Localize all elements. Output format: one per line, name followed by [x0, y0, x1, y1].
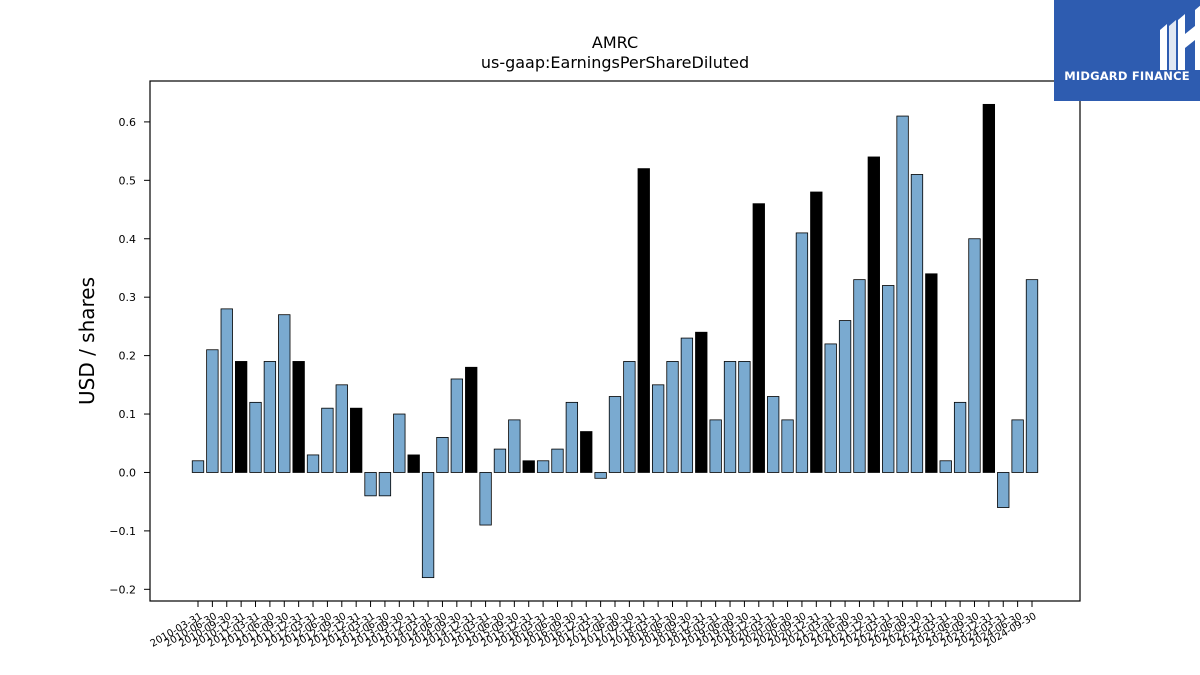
y-tick-label: 0.6	[119, 116, 137, 129]
y-tick-label: 0.4	[119, 233, 137, 246]
bar-2019-03-31	[709, 419, 722, 473]
bar-2019-06-30	[723, 361, 737, 473]
plot-frame	[149, 80, 1081, 602]
bar-2012-09-30	[335, 384, 348, 473]
y-tick-label: 0.3	[119, 291, 137, 304]
y-tick-label: 0.0	[119, 466, 137, 479]
logo-text: MIDGARD FINANCE	[1064, 69, 1190, 83]
bars-group	[191, 103, 1039, 579]
bar-2022-06-30	[896, 115, 909, 473]
bar-2021-12-31	[867, 156, 880, 473]
bar-2024-03-31	[997, 472, 1010, 508]
y-tick-label: 0.1	[119, 408, 137, 421]
bar-2011-12-31	[292, 361, 305, 473]
midgard-m-logo-icon	[1160, 5, 1200, 70]
bar-2013-06-30	[378, 472, 392, 497]
bar-2017-09-30	[623, 361, 636, 473]
bar-2013-09-30	[393, 413, 406, 473]
y-tick-label: 0.5	[119, 174, 137, 187]
bar-2023-06-30	[953, 401, 967, 473]
bar-2010-03-31	[191, 460, 205, 473]
y-tick-label: −0.1	[109, 525, 136, 538]
bar-2020-09-30	[795, 232, 809, 473]
bar-2022-12-31	[925, 273, 938, 473]
bar-2023-03-31	[939, 460, 952, 473]
bar-2019-09-30	[738, 361, 751, 473]
bar-2017-03-31	[594, 472, 607, 479]
bar-2023-12-31	[982, 103, 996, 473]
bar-2020-03-31	[767, 396, 780, 473]
bar-2011-06-30	[263, 361, 277, 473]
bar-2018-12-31	[695, 331, 708, 473]
bar-2016-03-31	[536, 460, 550, 473]
bar-2015-06-30	[493, 448, 507, 473]
bar-2017-12-31	[637, 168, 650, 473]
bar-2010-12-31	[234, 361, 248, 473]
y-tick-label: −0.2	[109, 583, 136, 596]
bar-2015-09-30	[508, 419, 521, 473]
bar-2014-03-31	[421, 472, 435, 579]
bar-2014-09-30	[450, 378, 463, 473]
bar-2024-06-30	[1011, 419, 1024, 473]
bar-2022-03-31	[882, 285, 895, 473]
bar-2019-12-31	[752, 203, 765, 473]
bar-2022-09-30	[910, 174, 924, 473]
bar-2020-06-30	[781, 419, 794, 473]
bar-2021-03-31	[824, 343, 837, 473]
bar-2014-12-31	[465, 366, 478, 473]
bar-2017-06-30	[608, 396, 622, 473]
x-axis: 2010-03-312010-06-302010-09-302010-12-31…	[149, 601, 1039, 650]
bar-2015-03-31	[479, 472, 492, 526]
bar-2013-03-31	[364, 472, 377, 497]
y-axis-label: USD / shares	[75, 277, 99, 405]
bar-2010-09-30	[220, 308, 233, 473]
bar-2012-03-31	[306, 454, 320, 473]
bar-2014-06-30	[436, 436, 449, 473]
bar-2024-09-30	[1025, 279, 1039, 473]
bar-2021-09-30	[853, 279, 866, 473]
bar-2018-06-30	[666, 361, 679, 473]
midgard-finance-logo: MIDGARD FINANCE	[1054, 0, 1200, 101]
bar-2020-12-31	[810, 191, 823, 473]
bar-2016-06-30	[551, 448, 564, 473]
bar-2016-12-31	[580, 431, 593, 473]
bar-2023-09-30	[968, 238, 981, 473]
chart-title: AMRC	[592, 33, 638, 52]
bar-2012-12-31	[350, 407, 363, 473]
chart-subtitle: us-gaap:EarningsPerShareDiluted	[481, 53, 749, 72]
y-tick-label: 0.2	[119, 350, 137, 363]
bar-2013-12-31	[407, 454, 420, 473]
bar-2011-09-30	[278, 314, 291, 473]
bar-2015-12-31	[522, 460, 535, 473]
bar-2012-06-30	[321, 407, 334, 473]
bar-2010-06-30	[206, 349, 219, 473]
bar-2018-03-31	[651, 384, 665, 473]
bar-2016-09-30	[565, 401, 579, 473]
y-axis: −0.2 −0.1 0.0 0.1 0.2 0.3 0.4 0.5 0.6	[109, 116, 150, 596]
bar-2011-03-31	[249, 401, 262, 473]
bar-2018-09-30	[680, 337, 694, 473]
bar-2021-06-30	[838, 320, 852, 473]
